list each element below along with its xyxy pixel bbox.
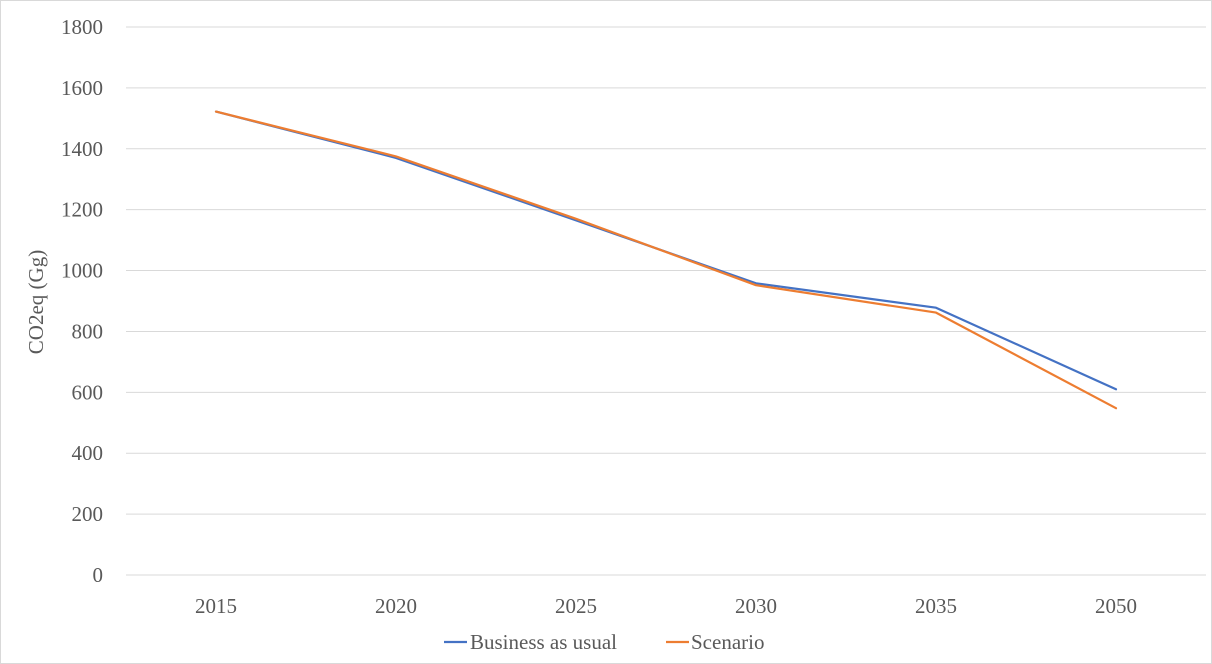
y-tick-label: 400 — [72, 441, 104, 465]
y-tick-label: 600 — [72, 380, 104, 404]
x-tick-label: 2025 — [555, 594, 597, 618]
x-tick-labels: 2015 2020 2025 2030 2035 2050 — [195, 594, 1137, 618]
y-tick-label: 1200 — [61, 198, 103, 222]
y-tick-label: 1600 — [61, 76, 103, 100]
legend-label-2: Scenario — [691, 630, 764, 654]
x-tick-label: 2015 — [195, 594, 237, 618]
x-tick-label: 2035 — [915, 594, 957, 618]
y-tick-label: 800 — [72, 319, 104, 343]
y-tick-label: 0 — [93, 563, 104, 587]
x-tick-label: 2050 — [1095, 594, 1137, 618]
x-tick-label: 2020 — [375, 594, 417, 618]
series-lines — [214, 110, 1118, 410]
gridlines — [126, 26, 1206, 576]
y-tick-label: 1000 — [61, 259, 103, 283]
y-axis-title: CO2eq (Gg) — [24, 250, 48, 354]
x-tick-label: 2030 — [735, 594, 777, 618]
legend-label-1: Business as usual — [470, 630, 617, 654]
legend: Business as usual Scenario — [444, 630, 764, 654]
series-line-1 — [214, 110, 1118, 391]
y-tick-label: 1400 — [61, 137, 103, 161]
y-tick-labels: 0 200 400 600 800 1000 1200 1400 1600 1800 — [61, 15, 103, 587]
y-tick-label: 1800 — [61, 15, 103, 39]
y-tick-label: 200 — [72, 502, 104, 526]
series-line-2 — [214, 110, 1118, 410]
